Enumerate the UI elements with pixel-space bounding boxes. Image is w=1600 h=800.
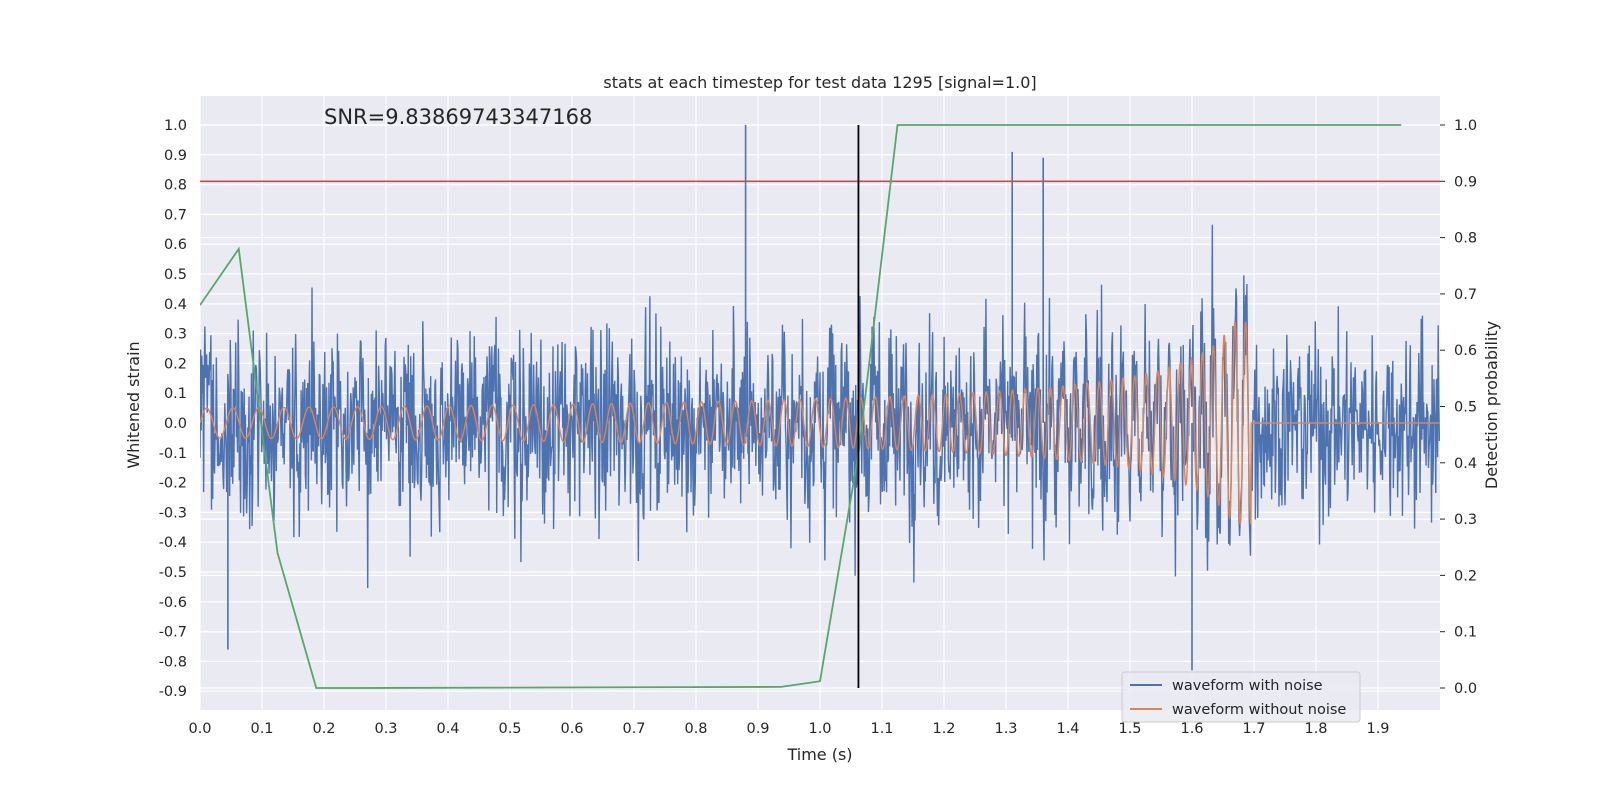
x-tick-label: 1.7 xyxy=(1242,721,1265,737)
y2-tick-label: 0.8 xyxy=(1454,231,1477,247)
y2-tick-label: 0.9 xyxy=(1454,174,1477,190)
y-tick-label: -0.9 xyxy=(159,684,187,700)
y-tick-label: 1.0 xyxy=(164,118,187,134)
y-tick-label: -0.6 xyxy=(159,595,187,611)
x-tick-label: 0.4 xyxy=(436,721,459,737)
y-tick-label: 0.2 xyxy=(164,356,187,372)
y2-tick-labels: 0.0 0.1 0.2 0.3 0.4 0.5 0.6 0.7 0.8 0.9 1.0 xyxy=(1440,118,1477,697)
x-tick-label: 0.6 xyxy=(560,721,583,737)
legend-label-noise: waveform with noise xyxy=(1172,678,1323,694)
y-tick-label: -0.2 xyxy=(159,476,187,492)
y-tick-labels: -0.9 -0.8 -0.7 -0.6 -0.5 -0.4 -0.3 -0.2 -0.1 0.0 0… xyxy=(159,118,187,700)
x-tick-label: 0.1 xyxy=(250,721,273,737)
x-tick-labels: 0.0 0.1 0.2 0.3 0.4 0.5 0.6 0.7 0.8 0.9 1.0 1.1 1.2 1… xyxy=(188,721,1389,737)
y2-tick-label: 0.1 xyxy=(1454,625,1477,641)
y-tick-label: -0.8 xyxy=(159,654,187,670)
x-tick-label: 0.9 xyxy=(746,721,769,737)
x-tick-label: 1.0 xyxy=(808,721,831,737)
snr-annotation: SNR=9.83869743347168 xyxy=(324,105,592,129)
x-tick-label: 1.3 xyxy=(994,721,1017,737)
y2-tick-label: 0.6 xyxy=(1454,343,1477,359)
x-tick-label: 1.4 xyxy=(1056,721,1079,737)
y-tick-label: -0.1 xyxy=(159,446,187,462)
y-tick-label: 0.9 xyxy=(164,148,187,164)
y-tick-label: 0.1 xyxy=(164,386,187,402)
x-tick-label: 0.8 xyxy=(684,721,707,737)
y-tick-label: -0.7 xyxy=(159,625,187,641)
y2-axis-title: Detection probability xyxy=(1482,321,1501,489)
y-tick-label: 0.5 xyxy=(164,267,187,283)
legend-box xyxy=(1121,671,1361,723)
y-tick-label: 0.8 xyxy=(164,178,187,194)
y-tick-label: 0.7 xyxy=(164,207,187,223)
y-tick-label: 0.3 xyxy=(164,327,187,343)
y2-tick-label: 0.5 xyxy=(1454,400,1477,416)
x-tick-label: 0.3 xyxy=(374,721,397,737)
x-tick-label: 1.8 xyxy=(1304,721,1327,737)
x-tick-label: 0.0 xyxy=(188,721,211,737)
x-tick-label: 1.6 xyxy=(1180,721,1203,737)
chart-title: stats at each timestep for test data 129… xyxy=(603,73,1036,92)
y-tick-label: 0.4 xyxy=(164,297,187,313)
y-tick-label: 0.6 xyxy=(164,237,187,253)
x-tick-label: 0.7 xyxy=(622,721,645,737)
series-waveform-with-noise xyxy=(200,224,1440,589)
y-tick-label: -0.3 xyxy=(159,505,187,521)
x-tick-label: 1.5 xyxy=(1118,721,1141,737)
y-tick-label: -0.5 xyxy=(159,565,187,581)
y-axis-title: Whitened strain xyxy=(124,341,143,468)
y-tick-label: -0.4 xyxy=(159,535,187,551)
y2-tick-label: 0.0 xyxy=(1454,681,1477,697)
y2-tick-label: 0.4 xyxy=(1454,456,1477,472)
x-tick-label: 0.5 xyxy=(498,721,521,737)
y2-tick-label: 0.2 xyxy=(1454,568,1477,584)
x-tick-label: 1.9 xyxy=(1366,721,1389,737)
y2-tick-label: 0.3 xyxy=(1454,512,1477,528)
series-detection-probability xyxy=(200,124,1402,689)
x-axis-title: Time (s) xyxy=(786,745,852,764)
y2-tick-label: 0.7 xyxy=(1454,287,1477,303)
legend-label-clean: waveform without noise xyxy=(1172,702,1346,718)
x-tick-label: 0.2 xyxy=(312,721,335,737)
x-tick-label: 1.1 xyxy=(870,721,893,737)
y-tick-label: 0.0 xyxy=(164,416,187,432)
legend: waveform with noise waveform without noi… xyxy=(1121,671,1361,723)
y2-tick-label: 1.0 xyxy=(1454,118,1477,134)
x-tick-label: 1.2 xyxy=(932,721,955,737)
series-waveform-without-noise xyxy=(200,321,1440,527)
